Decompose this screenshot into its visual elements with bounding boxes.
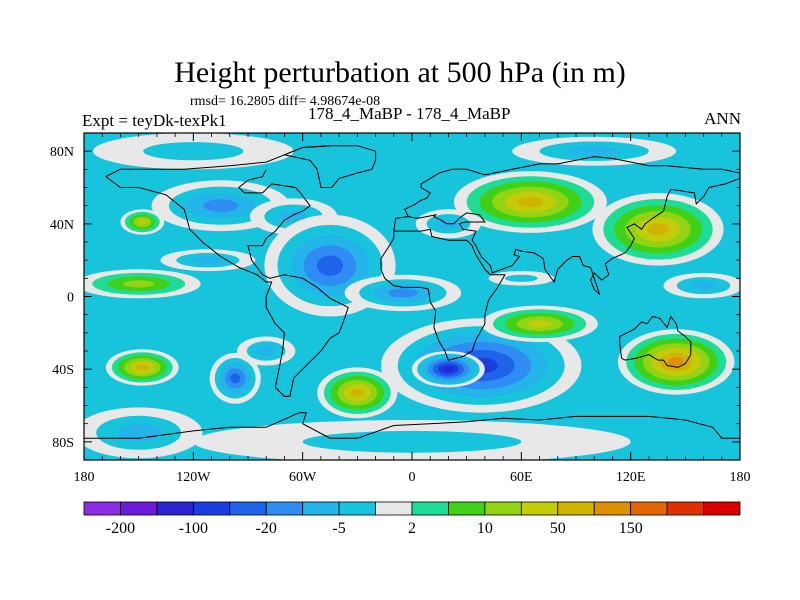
field-blob bbox=[264, 214, 396, 317]
x-tick-label: 180 bbox=[74, 470, 95, 485]
season-label: ANN bbox=[704, 109, 741, 128]
field-blob bbox=[84, 407, 203, 459]
colorbar-swatch bbox=[557, 501, 595, 516]
colorbar-swatch bbox=[302, 501, 340, 516]
field-blob bbox=[481, 305, 598, 342]
x-tick-label: 0 bbox=[409, 470, 416, 485]
colorbar-swatch bbox=[375, 501, 413, 516]
field-blob bbox=[84, 269, 201, 299]
field-blob bbox=[488, 271, 555, 286]
experiment-label: Expt = teyDk-texPk1 bbox=[82, 111, 227, 130]
y-tick-label: 80S bbox=[52, 436, 74, 451]
coastline bbox=[619, 315, 692, 368]
colorbar-swatch bbox=[192, 501, 231, 516]
field-blob bbox=[160, 249, 256, 272]
contour-level bbox=[566, 146, 622, 156]
y-tick-label: 0 bbox=[67, 291, 74, 306]
x-tick-label: 120W bbox=[176, 470, 211, 485]
field-blob bbox=[412, 351, 485, 388]
contour-level bbox=[137, 219, 147, 225]
field-blob bbox=[209, 352, 261, 404]
coastline bbox=[408, 177, 740, 296]
field-blob bbox=[93, 133, 294, 170]
y-tick-label: 40N bbox=[50, 218, 74, 233]
field-blob bbox=[617, 329, 735, 395]
field-blob bbox=[512, 136, 677, 166]
x-tick-label: 60E bbox=[510, 470, 533, 485]
field-blob bbox=[453, 171, 607, 233]
contour-level bbox=[388, 288, 418, 298]
colorbar-swatch bbox=[120, 501, 158, 516]
contour-level bbox=[143, 142, 244, 161]
field-blob bbox=[344, 274, 462, 312]
colorbar-swatch bbox=[448, 501, 486, 516]
coastlines bbox=[84, 145, 740, 439]
colorbar-label: 2 bbox=[408, 520, 416, 537]
axes: 180 120W 60W 0 60E 120E 180 80N 40N 0 40S 80S bbox=[50, 133, 751, 485]
colorbar-swatch bbox=[593, 501, 632, 516]
contour-level bbox=[230, 373, 241, 384]
field-blob bbox=[193, 420, 631, 460]
colorbar-swatch bbox=[520, 501, 559, 516]
contour-level bbox=[302, 430, 522, 453]
colorbar-label: 10 bbox=[477, 520, 493, 537]
field-blob bbox=[237, 336, 296, 366]
colorbar-swatch bbox=[265, 501, 304, 516]
x-tick-label: 120E bbox=[616, 470, 646, 485]
colorbar-label: 150 bbox=[619, 520, 643, 537]
contour-level bbox=[123, 280, 155, 288]
coastline bbox=[393, 156, 740, 232]
colorbar-swatch bbox=[484, 501, 522, 516]
colorbar-swatch bbox=[703, 501, 741, 516]
colorbar: -200 -100 -20 -5 2 10 50 150 bbox=[83, 501, 741, 537]
colorbar-swatch bbox=[83, 501, 121, 516]
colorbar-swatch bbox=[156, 501, 194, 516]
colorbar-swatch bbox=[411, 501, 449, 516]
contour-level bbox=[443, 366, 454, 372]
contour-level bbox=[647, 223, 669, 236]
field-blob bbox=[105, 349, 179, 386]
stats-line: rmsd= 16.2805 diff= 4.98674e-08 bbox=[190, 94, 381, 109]
contour-level bbox=[350, 388, 364, 397]
contour-level bbox=[316, 255, 344, 276]
colorbar-label: -20 bbox=[256, 520, 277, 537]
colorbar-swatch bbox=[666, 501, 704, 516]
comparison-label: 178_4_MaBP - 178_4_MaBP bbox=[308, 104, 511, 123]
coastline bbox=[380, 228, 506, 361]
contour-level bbox=[203, 199, 238, 213]
colorbar-label: -5 bbox=[332, 520, 345, 537]
coastline bbox=[84, 412, 740, 439]
field-blob bbox=[592, 193, 724, 266]
contour-level bbox=[667, 357, 685, 367]
colorbar-label: -100 bbox=[179, 520, 208, 537]
contour-level bbox=[192, 256, 224, 264]
colorbar-swatch bbox=[338, 501, 376, 516]
x-tick-label: 180 bbox=[730, 470, 751, 485]
contour-level bbox=[117, 424, 160, 442]
contour-level bbox=[136, 364, 149, 371]
chart-title: Height perturbation at 500 hPa (in m) bbox=[174, 56, 626, 89]
contour-level bbox=[527, 320, 552, 328]
x-tick-label: 60W bbox=[289, 470, 317, 485]
field-blob bbox=[663, 272, 740, 299]
y-tick-label: 40S bbox=[52, 363, 74, 378]
height-field bbox=[84, 133, 740, 460]
field-blob bbox=[317, 367, 398, 419]
colorbar-swatch bbox=[229, 501, 267, 516]
y-tick-label: 80N bbox=[50, 145, 74, 160]
contour-level bbox=[690, 281, 717, 290]
colorbar-label: 50 bbox=[550, 520, 566, 537]
contour-level bbox=[256, 346, 276, 356]
coastline bbox=[105, 169, 349, 397]
colorbar-label: -200 bbox=[106, 520, 135, 537]
coastline bbox=[282, 145, 377, 188]
contour-level bbox=[504, 274, 538, 282]
field-blob bbox=[120, 209, 165, 235]
colorbar-swatch bbox=[630, 501, 668, 516]
contour-level bbox=[517, 196, 544, 208]
